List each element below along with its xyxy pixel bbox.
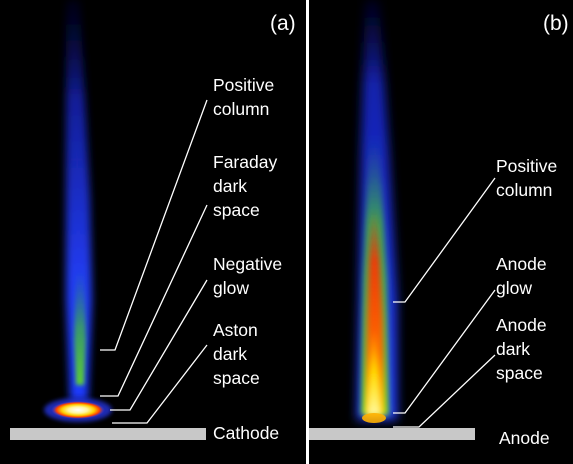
label-anode: Anode [499, 426, 550, 450]
panel-a: (a) Positive column Faraday dark space N… [0, 0, 306, 464]
label-faraday-dark-space: Faraday dark space [213, 150, 277, 222]
label-aston-dark-space: Aston dark space [213, 318, 260, 390]
anode-bar [309, 428, 475, 440]
label-cathode: Cathode [213, 421, 279, 445]
leader-lines-b [393, 178, 495, 427]
panel-a-tag: (a) [270, 12, 296, 36]
negative-glow-a [51, 401, 105, 419]
label-anode-dark-space: Anode dark space [496, 313, 547, 385]
leader-lines-a [100, 100, 207, 423]
label-anode-glow: Anode glow [496, 252, 547, 300]
discharge-image-b [309, 0, 573, 464]
green-core-a [74, 270, 86, 385]
cathode-bar [10, 428, 206, 440]
label-positive-column-b: Positive column [496, 154, 557, 202]
label-negative-glow: Negative glow [213, 252, 282, 300]
discharge-image-a [0, 0, 306, 464]
label-positive-column-a: Positive column [213, 73, 274, 121]
panel-b-tag: (b) [543, 12, 569, 36]
panel-b: (b) Positive column Anode glow Anode dar… [309, 0, 573, 464]
